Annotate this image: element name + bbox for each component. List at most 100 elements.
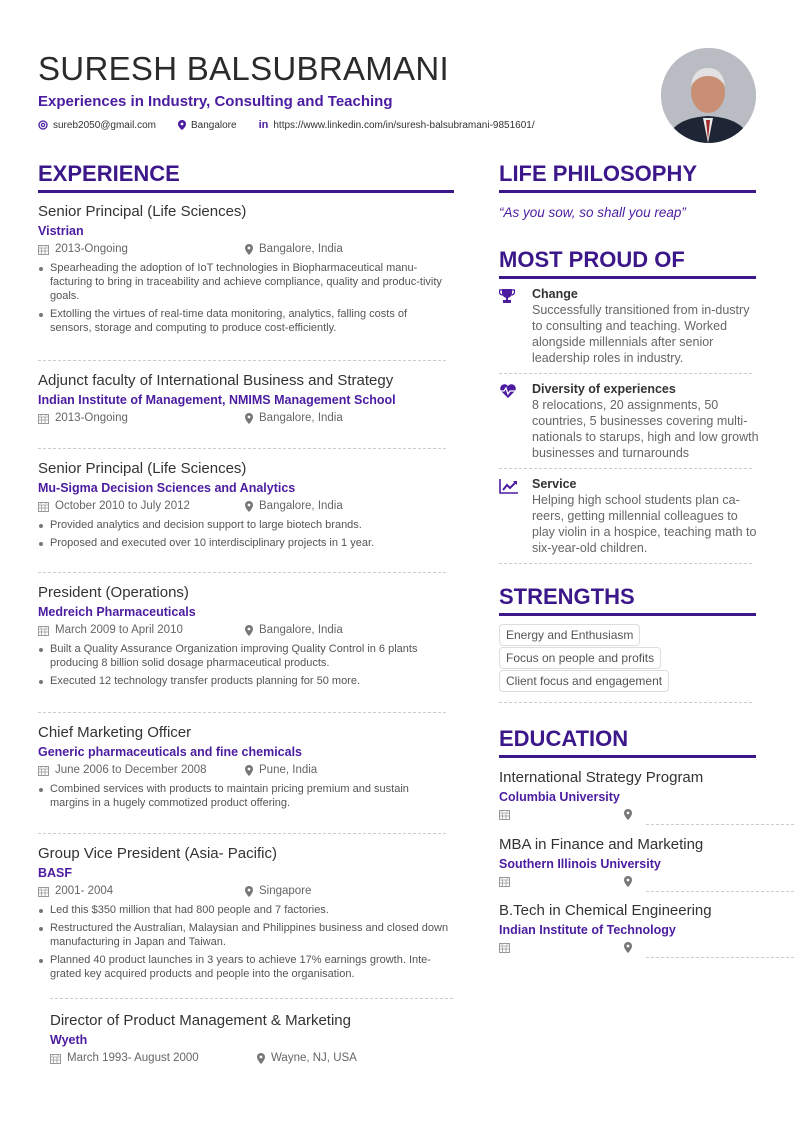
- experience-entry: Chief Marketing Officer Generic pharmace…: [38, 724, 450, 814]
- contact-bar: sureb2050@gmail.com Bangalore in https:/…: [38, 119, 557, 131]
- job-date: 2013-Ongoing: [55, 243, 128, 255]
- calendar-icon: [38, 625, 49, 636]
- bullet-item: Extolling the virtues of real-time data …: [38, 307, 450, 335]
- divider: [499, 702, 752, 703]
- degree: MBA in Finance and Marketing: [499, 836, 704, 853]
- email-text: sureb2050@gmail.com: [53, 119, 156, 131]
- proud-title: Change: [532, 287, 578, 301]
- job-location: Singapore: [259, 885, 312, 897]
- job-bullets: Combined services with products to maint…: [38, 782, 450, 810]
- job-date: 2013-Ongoing: [55, 412, 128, 424]
- job-title: Director of Product Management & Marketi…: [50, 1012, 351, 1029]
- profile-photo: [661, 48, 756, 143]
- job-meta: October 2010 to July 2012 Bangalore, Indi…: [38, 500, 450, 512]
- map-marker-icon: [245, 764, 253, 776]
- education-meta: [499, 942, 794, 953]
- job-title: President (Operations): [38, 584, 189, 601]
- job-location: Wayne, NJ, USA: [271, 1052, 357, 1064]
- company-name: Generic pharmaceuticals and fine chemica…: [38, 745, 303, 759]
- map-marker-icon: [624, 809, 632, 820]
- job-location: Bangalore, India: [259, 412, 343, 424]
- proud-text: Helping high school students plan ca-ree…: [532, 493, 757, 555]
- divider: [38, 572, 446, 573]
- calendar-icon: [38, 413, 49, 424]
- degree: B.Tech in Chemical Engineering: [499, 902, 712, 919]
- experience-entry: Senior Principal (Life Sciences) Vistria…: [38, 203, 450, 339]
- philosophy-quote: “As you sow, so shall you reap”: [499, 205, 686, 220]
- strengths-heading: STRENGTHS: [499, 584, 756, 616]
- proud-item: Service Helping high school students pla…: [499, 477, 759, 556]
- map-marker-icon: [624, 942, 632, 953]
- map-marker-icon: [257, 1052, 265, 1064]
- contact-linkedin[interactable]: in https://www.linkedin.com/in/suresh-ba…: [259, 119, 535, 131]
- bullet-item: Combined services with products to maint…: [38, 782, 450, 810]
- company-name: Vistrian: [38, 224, 84, 238]
- calendar-icon: [38, 501, 49, 512]
- proud-text: Successfully transitioned from in-dustry…: [532, 303, 750, 365]
- divider: [499, 373, 752, 374]
- calendar-icon: [50, 1053, 61, 1064]
- candidate-name: SURESH BALSUBRAMANI: [38, 50, 449, 87]
- experience-entry: Director of Product Management & Marketi…: [50, 1012, 462, 1064]
- divider: [499, 563, 752, 564]
- job-meta: 2013-Ongoing Bangalore, India: [38, 243, 450, 255]
- strength-tag: Focus on people and profits: [499, 647, 662, 669]
- proud-text: 8 relocations, 20 assignments, 50 countr…: [532, 398, 759, 460]
- tagline: Experiences in Industry, Consulting and …: [38, 93, 393, 110]
- divider: [646, 957, 794, 958]
- bullet-item: Built a Quality Assurance Organization i…: [38, 642, 450, 670]
- experience-entry: President (Operations) Medreich Pharmace…: [38, 584, 450, 692]
- job-meta: 2013-Ongoing Bangalore, India: [38, 412, 450, 424]
- job-location: Bangalore, India: [259, 500, 343, 512]
- company-name: Wyeth: [50, 1033, 88, 1047]
- job-date: 2001- 2004: [55, 885, 114, 897]
- job-meta: June 2006 to December 2008 Pune, India: [38, 764, 450, 776]
- calendar-icon: [499, 877, 510, 887]
- at-icon: [38, 120, 48, 130]
- bullet-item: Led this $350 million that had 800 peopl…: [38, 903, 450, 917]
- contact-email[interactable]: sureb2050@gmail.com: [38, 120, 156, 131]
- job-date: March 1993- August 2000: [67, 1052, 199, 1064]
- school: Columbia University: [499, 790, 620, 804]
- education-entry: International Strategy Program Columbia …: [499, 769, 794, 820]
- map-marker-icon: [245, 243, 253, 255]
- calendar-icon: [499, 943, 510, 953]
- job-location: Bangalore, India: [259, 243, 343, 255]
- school: Indian Institute of Technology: [499, 923, 676, 937]
- most-proud-of-heading: MOST PROUD OF: [499, 247, 756, 279]
- calendar-icon: [38, 765, 49, 776]
- divider: [646, 891, 794, 892]
- trophy-icon: [498, 287, 532, 366]
- degree: International Strategy Program: [499, 769, 704, 786]
- calendar-icon: [38, 244, 49, 255]
- divider: [38, 833, 446, 834]
- experience-entry: Senior Principal (Life Sciences) Mu-Sigm…: [38, 460, 450, 554]
- life-philosophy-heading: LIFE PHILOSOPHY: [499, 161, 756, 193]
- job-location: Pune, India: [259, 764, 318, 776]
- experience-entry: Adjunct faculty of International Busines…: [38, 372, 450, 424]
- map-marker-icon: [245, 412, 253, 424]
- job-title: Group Vice President (Asia- Pacific): [38, 845, 277, 862]
- job-title: Adjunct faculty of International Busines…: [38, 372, 394, 389]
- job-location: Bangalore, India: [259, 624, 343, 636]
- map-marker-icon: [177, 120, 186, 130]
- job-meta: March 2009 to April 2010 Bangalore, India: [38, 624, 450, 636]
- experience-heading: EXPERIENCE: [38, 161, 454, 193]
- education-meta: [499, 876, 794, 887]
- proud-item: Change Successfully transitioned from in…: [498, 287, 759, 366]
- company-name: Mu-Sigma Decision Sciences and Analytics: [38, 481, 296, 495]
- divider: [646, 824, 794, 825]
- bullet-item: Proposed and executed over 10 interdisci…: [38, 536, 450, 550]
- education-entry: MBA in Finance and Marketing Southern Il…: [499, 836, 794, 887]
- job-date: June 2006 to December 2008: [55, 764, 207, 776]
- job-title: Senior Principal (Life Sciences): [38, 460, 247, 477]
- map-marker-icon: [624, 876, 632, 887]
- linkedin-url[interactable]: https://www.linkedin.com/in/suresh-balsu…: [273, 119, 535, 131]
- school: Southern Illinois University: [499, 857, 661, 871]
- linkedin-icon: in: [258, 119, 269, 131]
- company-name: Indian Institute of Management, NMIMS Ma…: [38, 393, 396, 407]
- company-name: BASF: [38, 866, 73, 880]
- divider: [50, 998, 453, 999]
- bullet-item: Restructured the Australian, Malaysian a…: [38, 921, 450, 949]
- bullet-item: Executed 12 technology transfer products…: [38, 674, 450, 688]
